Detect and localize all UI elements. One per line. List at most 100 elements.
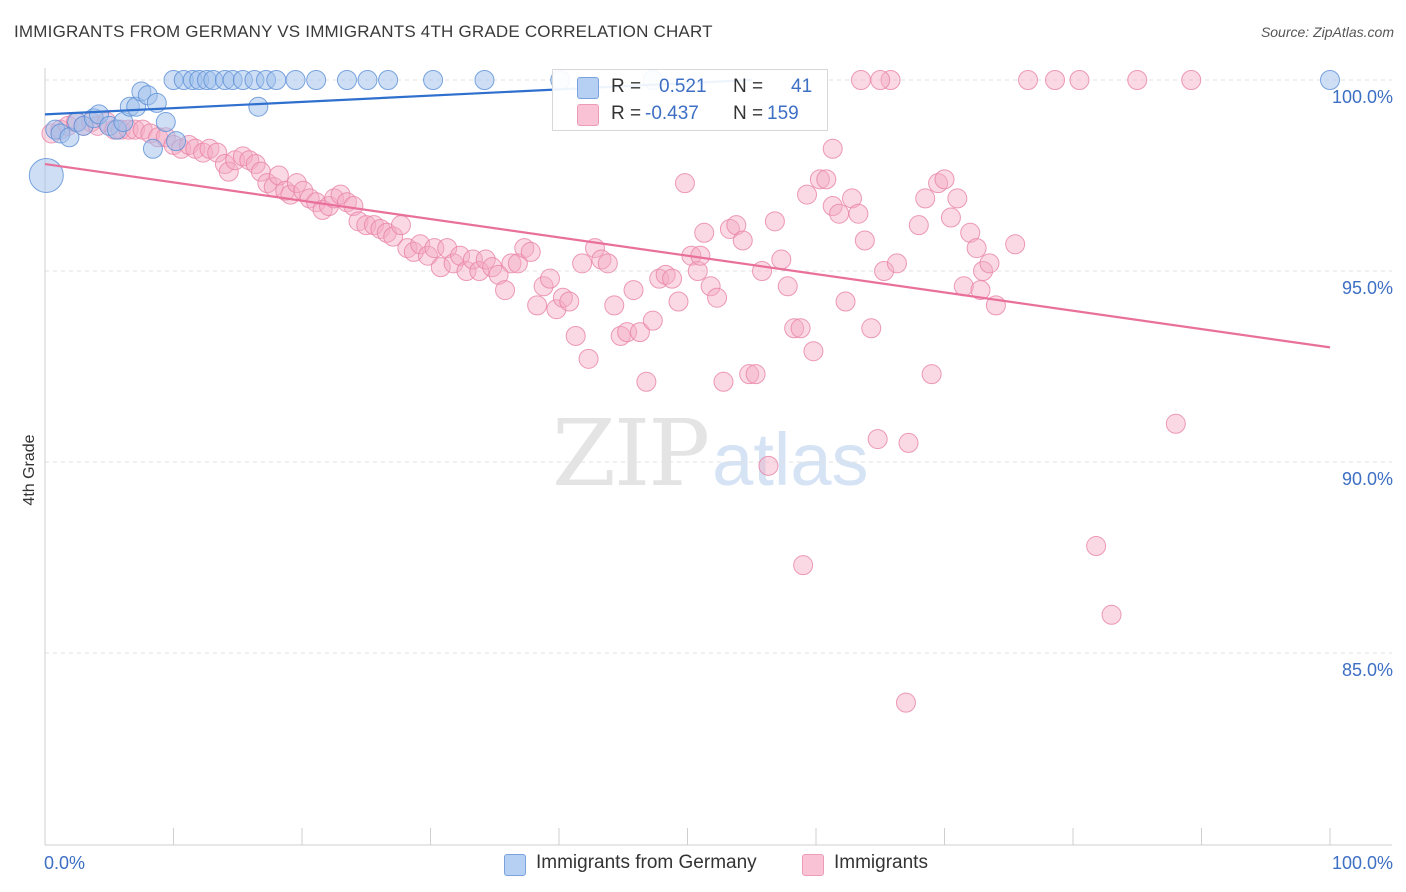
- germany-point: [306, 70, 327, 90]
- immigrants-point: [848, 203, 869, 224]
- immigrants-point: [629, 322, 650, 343]
- immigrants-point: [874, 261, 895, 281]
- immigrants-point: [739, 364, 760, 385]
- immigrants-point: [816, 169, 837, 190]
- immigrants-point: [797, 184, 818, 205]
- r-label: R =: [611, 76, 642, 97]
- x-tick-label: 100.0%: [1332, 853, 1393, 873]
- bottom-legend: Immigrants from Germany Immigrants: [0, 852, 1406, 878]
- immigrants-point: [895, 692, 916, 713]
- immigrants-point: [700, 276, 721, 297]
- immigrants-point: [572, 253, 593, 274]
- immigrants-point: [764, 211, 785, 232]
- immigrants-point: [527, 295, 548, 316]
- immigrants-r-value: -0.437: [645, 103, 699, 124]
- immigrants-point: [850, 70, 871, 90]
- label-layer: 100.0% 95.0% 90.0% 85.0% 0.0% 100.0%: [44, 87, 1393, 873]
- immigrants-point: [565, 325, 586, 346]
- immigrants-point: [540, 268, 561, 289]
- germany-point: [423, 70, 444, 90]
- immigrants-point: [501, 253, 522, 274]
- immigrants-point: [397, 238, 418, 259]
- germany-point: [285, 70, 306, 90]
- immigrants-point: [1069, 70, 1090, 90]
- immigrants-point: [880, 70, 901, 90]
- immigrants-point: [970, 280, 991, 301]
- immigrants-point: [207, 142, 228, 163]
- immigrants-point: [437, 238, 458, 259]
- immigrants-point: [546, 299, 567, 320]
- immigrants-point: [218, 161, 239, 182]
- immigrants-point: [257, 173, 278, 194]
- immigrants-point: [507, 253, 528, 274]
- immigrants-point: [578, 348, 599, 369]
- immigrants-point: [758, 455, 779, 476]
- immigrants-point: [383, 226, 404, 247]
- y-tick-label: 95.0%: [1342, 278, 1393, 298]
- immigrants-point: [193, 142, 214, 163]
- immigrants-point: [655, 264, 676, 285]
- immigrants-point: [668, 291, 689, 312]
- immigrants-point: [694, 222, 715, 243]
- y-tick-label: 90.0%: [1342, 469, 1393, 489]
- immigrants-point: [854, 230, 875, 251]
- r-label: R =: [611, 103, 642, 124]
- immigrants-points: [41, 70, 1202, 713]
- immigrants-point: [495, 280, 516, 301]
- immigrants-point: [870, 70, 891, 90]
- immigrants-point: [636, 371, 657, 392]
- immigrants-point: [390, 215, 411, 236]
- chart-title: IMMIGRANTS FROM GERMANY VS IMMIGRANTS 4T…: [14, 22, 713, 41]
- immigrants-point: [514, 238, 535, 259]
- immigrants-point: [771, 249, 792, 270]
- immigrants-point: [835, 291, 856, 312]
- immigrants-point: [363, 215, 384, 236]
- immigrants-point: [1127, 70, 1148, 90]
- immigrants-point: [642, 310, 663, 331]
- immigrants-point: [790, 318, 811, 339]
- immigrants-point: [370, 218, 391, 239]
- immigrants-point: [268, 165, 289, 186]
- y-tick-label: 85.0%: [1342, 660, 1393, 680]
- immigrants-point: [324, 188, 345, 209]
- immigrants-point: [822, 138, 843, 159]
- immigrants-point: [960, 222, 981, 243]
- stats-legend: R = 0.521 N = 41 R = -0.437 N = 159: [552, 69, 828, 131]
- immigrants-point: [1086, 536, 1107, 557]
- stats-row-immigrants: R = -0.437 N = 159: [553, 101, 827, 127]
- immigrants-point: [940, 207, 961, 228]
- immigrants-point: [1181, 70, 1202, 90]
- germany-point: [474, 70, 495, 90]
- germany-legend-label: Immigrants from Germany: [536, 852, 757, 873]
- germany-point: [28, 158, 64, 193]
- immigrants-point: [623, 280, 644, 301]
- immigrants-point: [947, 188, 968, 209]
- immigrants-point: [674, 173, 695, 194]
- stats-row-germany: R = 0.521 N = 41: [553, 74, 827, 100]
- immigrants-point: [809, 169, 830, 190]
- immigrants-point: [784, 318, 805, 339]
- germany-legend-swatch: [504, 854, 526, 876]
- immigrants-point: [232, 146, 253, 167]
- immigrants-point: [979, 253, 1000, 274]
- immigrants-point: [841, 188, 862, 209]
- immigrants-point: [662, 268, 683, 289]
- immigrants-point: [430, 257, 451, 278]
- immigrants-trend-line: [44, 162, 1331, 349]
- germany-points: [28, 70, 1340, 193]
- germany-r-value: 0.521: [659, 76, 707, 97]
- immigrants-legend-label: Immigrants: [834, 852, 928, 873]
- immigrants-point: [726, 215, 747, 236]
- immigrants-point: [777, 276, 798, 297]
- immigrants-point: [829, 203, 850, 224]
- germany-point: [142, 138, 163, 159]
- immigrants-point: [921, 364, 942, 385]
- germany-point: [357, 70, 378, 90]
- x-tick-label: 0.0%: [44, 853, 85, 873]
- immigrants-point: [713, 371, 734, 392]
- axis-layer: [44, 68, 1392, 846]
- immigrants-point: [966, 238, 987, 259]
- immigrants-point: [719, 218, 740, 239]
- y-tick-label: 100.0%: [1332, 87, 1393, 107]
- immigrants-point: [559, 291, 580, 312]
